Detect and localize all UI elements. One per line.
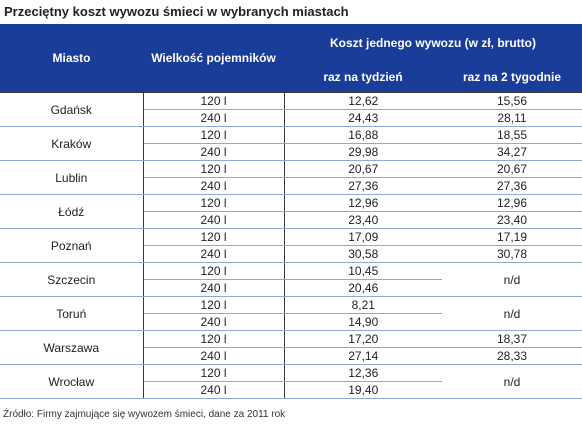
city-cell: Kraków [0,126,144,161]
biweekly-cost-cell: 12,96 [442,194,582,212]
header-cost-group: Koszt jednego wywozu (w zł, brutto) [284,24,582,62]
biweekly-cost-cell: 27,36 [442,177,582,195]
container-size-cell: 240 l [143,211,285,229]
table-row: 240 l 23,40 23,40 [0,211,582,229]
header-weekly: raz na tydzień [284,62,442,93]
container-size-cell: 240 l [143,245,285,263]
table-row: Gdańsk 120 l 12,62 15,56 [0,92,582,127]
city-cell: Szczecin [0,262,144,297]
weekly-cost-cell: 20,67 [284,160,442,178]
container-size-cell: 120 l [143,296,285,314]
table-row: Kraków 120 l 16,88 18,55 [0,126,582,161]
weekly-cost-cell: 19,40 [284,381,442,399]
container-size-cell: 240 l [143,177,285,195]
biweekly-cost-cell: n/d [442,364,582,399]
city-cell: Gdańsk [0,92,144,127]
weekly-cost-cell: 27,14 [284,347,442,365]
table-row: Lublin 120 l 20,67 20,67 [0,160,582,195]
biweekly-cost-cell: 15,56 [442,92,582,110]
weekly-cost-cell: 14,90 [284,313,442,331]
city-cell: Lublin [0,160,144,195]
city-cell: Wrocław [0,364,144,399]
table-row: 240 l 27,36 27,36 [0,177,582,195]
table-row: 240 l 19,40 [0,381,582,399]
biweekly-cost-cell: 30,78 [442,245,582,263]
weekly-cost-cell: 17,20 [284,330,442,348]
weekly-cost-cell: 16,88 [284,126,442,144]
container-size-cell: 120 l [143,194,285,212]
weekly-cost-cell: 24,43 [284,109,442,127]
waste-cost-table: Miasto Wielkość pojemników Koszt jednego… [0,24,582,399]
container-size-cell: 120 l [143,262,285,280]
container-size-cell: 120 l [143,364,285,382]
table-row: Poznań 120 l 17,09 17,19 [0,228,582,263]
header-row-bottom: raz na tydzień raz na 2 tygodnie [0,62,582,93]
weekly-cost-cell: 8,21 [284,296,442,314]
source-note: Źródło: Firmy zajmujące się wywozem śmie… [3,409,286,420]
table-body: Gdańsk 120 l 12,62 15,56 240 l 24,43 28,11 Krak… [0,92,582,399]
container-size-cell: 240 l [143,143,285,161]
weekly-cost-cell: 29,98 [284,143,442,161]
weekly-cost-cell: 27,36 [284,177,442,195]
biweekly-cost-cell: 17,19 [442,228,582,246]
city-cell: Poznań [0,228,144,263]
container-size-cell: 120 l [143,228,285,246]
biweekly-cost-cell: 34,27 [442,143,582,161]
biweekly-cost-cell: 23,40 [442,211,582,229]
biweekly-cost-cell: 20,67 [442,160,582,178]
container-size-cell: 240 l [143,347,285,365]
container-size-cell: 240 l [143,109,285,127]
city-cell: Toruń [0,296,144,331]
weekly-cost-cell: 12,36 [284,364,442,382]
header-row-top: Miasto Wielkość pojemników Koszt jednego… [0,24,582,93]
table-row: Łódź 120 l 12,96 12,96 [0,194,582,229]
weekly-cost-cell: 12,62 [284,92,442,110]
biweekly-cost-cell: 28,11 [442,109,582,127]
biweekly-cost-cell: n/d [442,262,582,297]
biweekly-cost-cell: n/d [442,296,582,331]
weekly-cost-cell: 23,40 [284,211,442,229]
container-size-cell: 120 l [143,92,285,110]
table-row: 240 l 29,98 34,27 [0,143,582,161]
header-city: Miasto [0,24,143,93]
container-size-cell: 120 l [143,330,285,348]
table-row: Toruń 120 l 8,21 n/d [0,296,582,331]
weekly-cost-cell: 12,96 [284,194,442,212]
table-row: Warszawa 120 l 17,20 18,37 [0,330,582,365]
table-row: Wrocław 120 l 12,36 n/d [0,364,582,399]
table-row: 240 l 20,46 [0,279,582,297]
container-size-cell: 240 l [143,279,285,297]
header-biweekly: raz na 2 tygodnie [442,62,582,93]
weekly-cost-cell: 20,46 [284,279,442,297]
table-row: Szczecin 120 l 10,45 n/d [0,262,582,297]
container-size-cell: 240 l [143,381,285,399]
biweekly-cost-cell: 28,33 [442,347,582,365]
city-cell: Łódź [0,194,144,229]
weekly-cost-cell: 10,45 [284,262,442,280]
weekly-cost-cell: 30,58 [284,245,442,263]
container-size-cell: 120 l [143,126,285,144]
biweekly-cost-cell: 18,55 [442,126,582,144]
container-size-cell: 120 l [143,160,285,178]
table-row: 240 l 27,14 28,33 [0,347,582,365]
table-title: Przeciętny koszt wywozu śmieci w wybrany… [4,4,349,19]
biweekly-cost-cell: 18,37 [442,330,582,348]
header-container-size: Wielkość pojemników [143,24,284,93]
container-size-cell: 240 l [143,313,285,331]
weekly-cost-cell: 17,09 [284,228,442,246]
table-row: 240 l 24,43 28,11 [0,109,582,127]
city-cell: Warszawa [0,330,144,365]
